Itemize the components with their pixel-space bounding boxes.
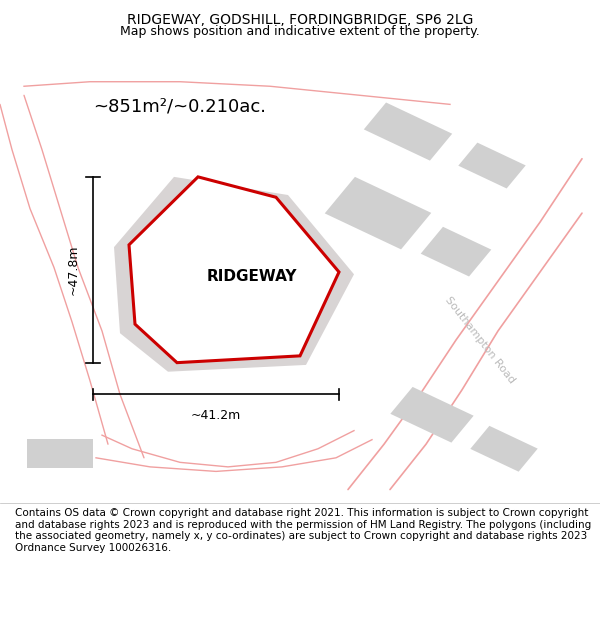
- Text: ~41.2m: ~41.2m: [191, 409, 241, 422]
- Text: ~47.8m: ~47.8m: [67, 244, 80, 295]
- Text: Southampton Road: Southampton Road: [443, 295, 517, 385]
- Polygon shape: [470, 426, 538, 472]
- Polygon shape: [325, 177, 431, 249]
- Text: RIDGEWAY: RIDGEWAY: [207, 269, 297, 284]
- Polygon shape: [129, 177, 339, 362]
- Polygon shape: [27, 439, 93, 468]
- Text: Contains OS data © Crown copyright and database right 2021. This information is : Contains OS data © Crown copyright and d…: [15, 508, 591, 552]
- Text: Map shows position and indicative extent of the property.: Map shows position and indicative extent…: [120, 24, 480, 38]
- Text: ~851m²/~0.210ac.: ~851m²/~0.210ac.: [94, 98, 266, 116]
- Polygon shape: [114, 177, 354, 372]
- Polygon shape: [421, 227, 491, 276]
- Text: RIDGEWAY, GODSHILL, FORDINGBRIDGE, SP6 2LG: RIDGEWAY, GODSHILL, FORDINGBRIDGE, SP6 2…: [127, 12, 473, 26]
- Polygon shape: [391, 387, 473, 442]
- Polygon shape: [458, 142, 526, 189]
- Polygon shape: [364, 102, 452, 161]
